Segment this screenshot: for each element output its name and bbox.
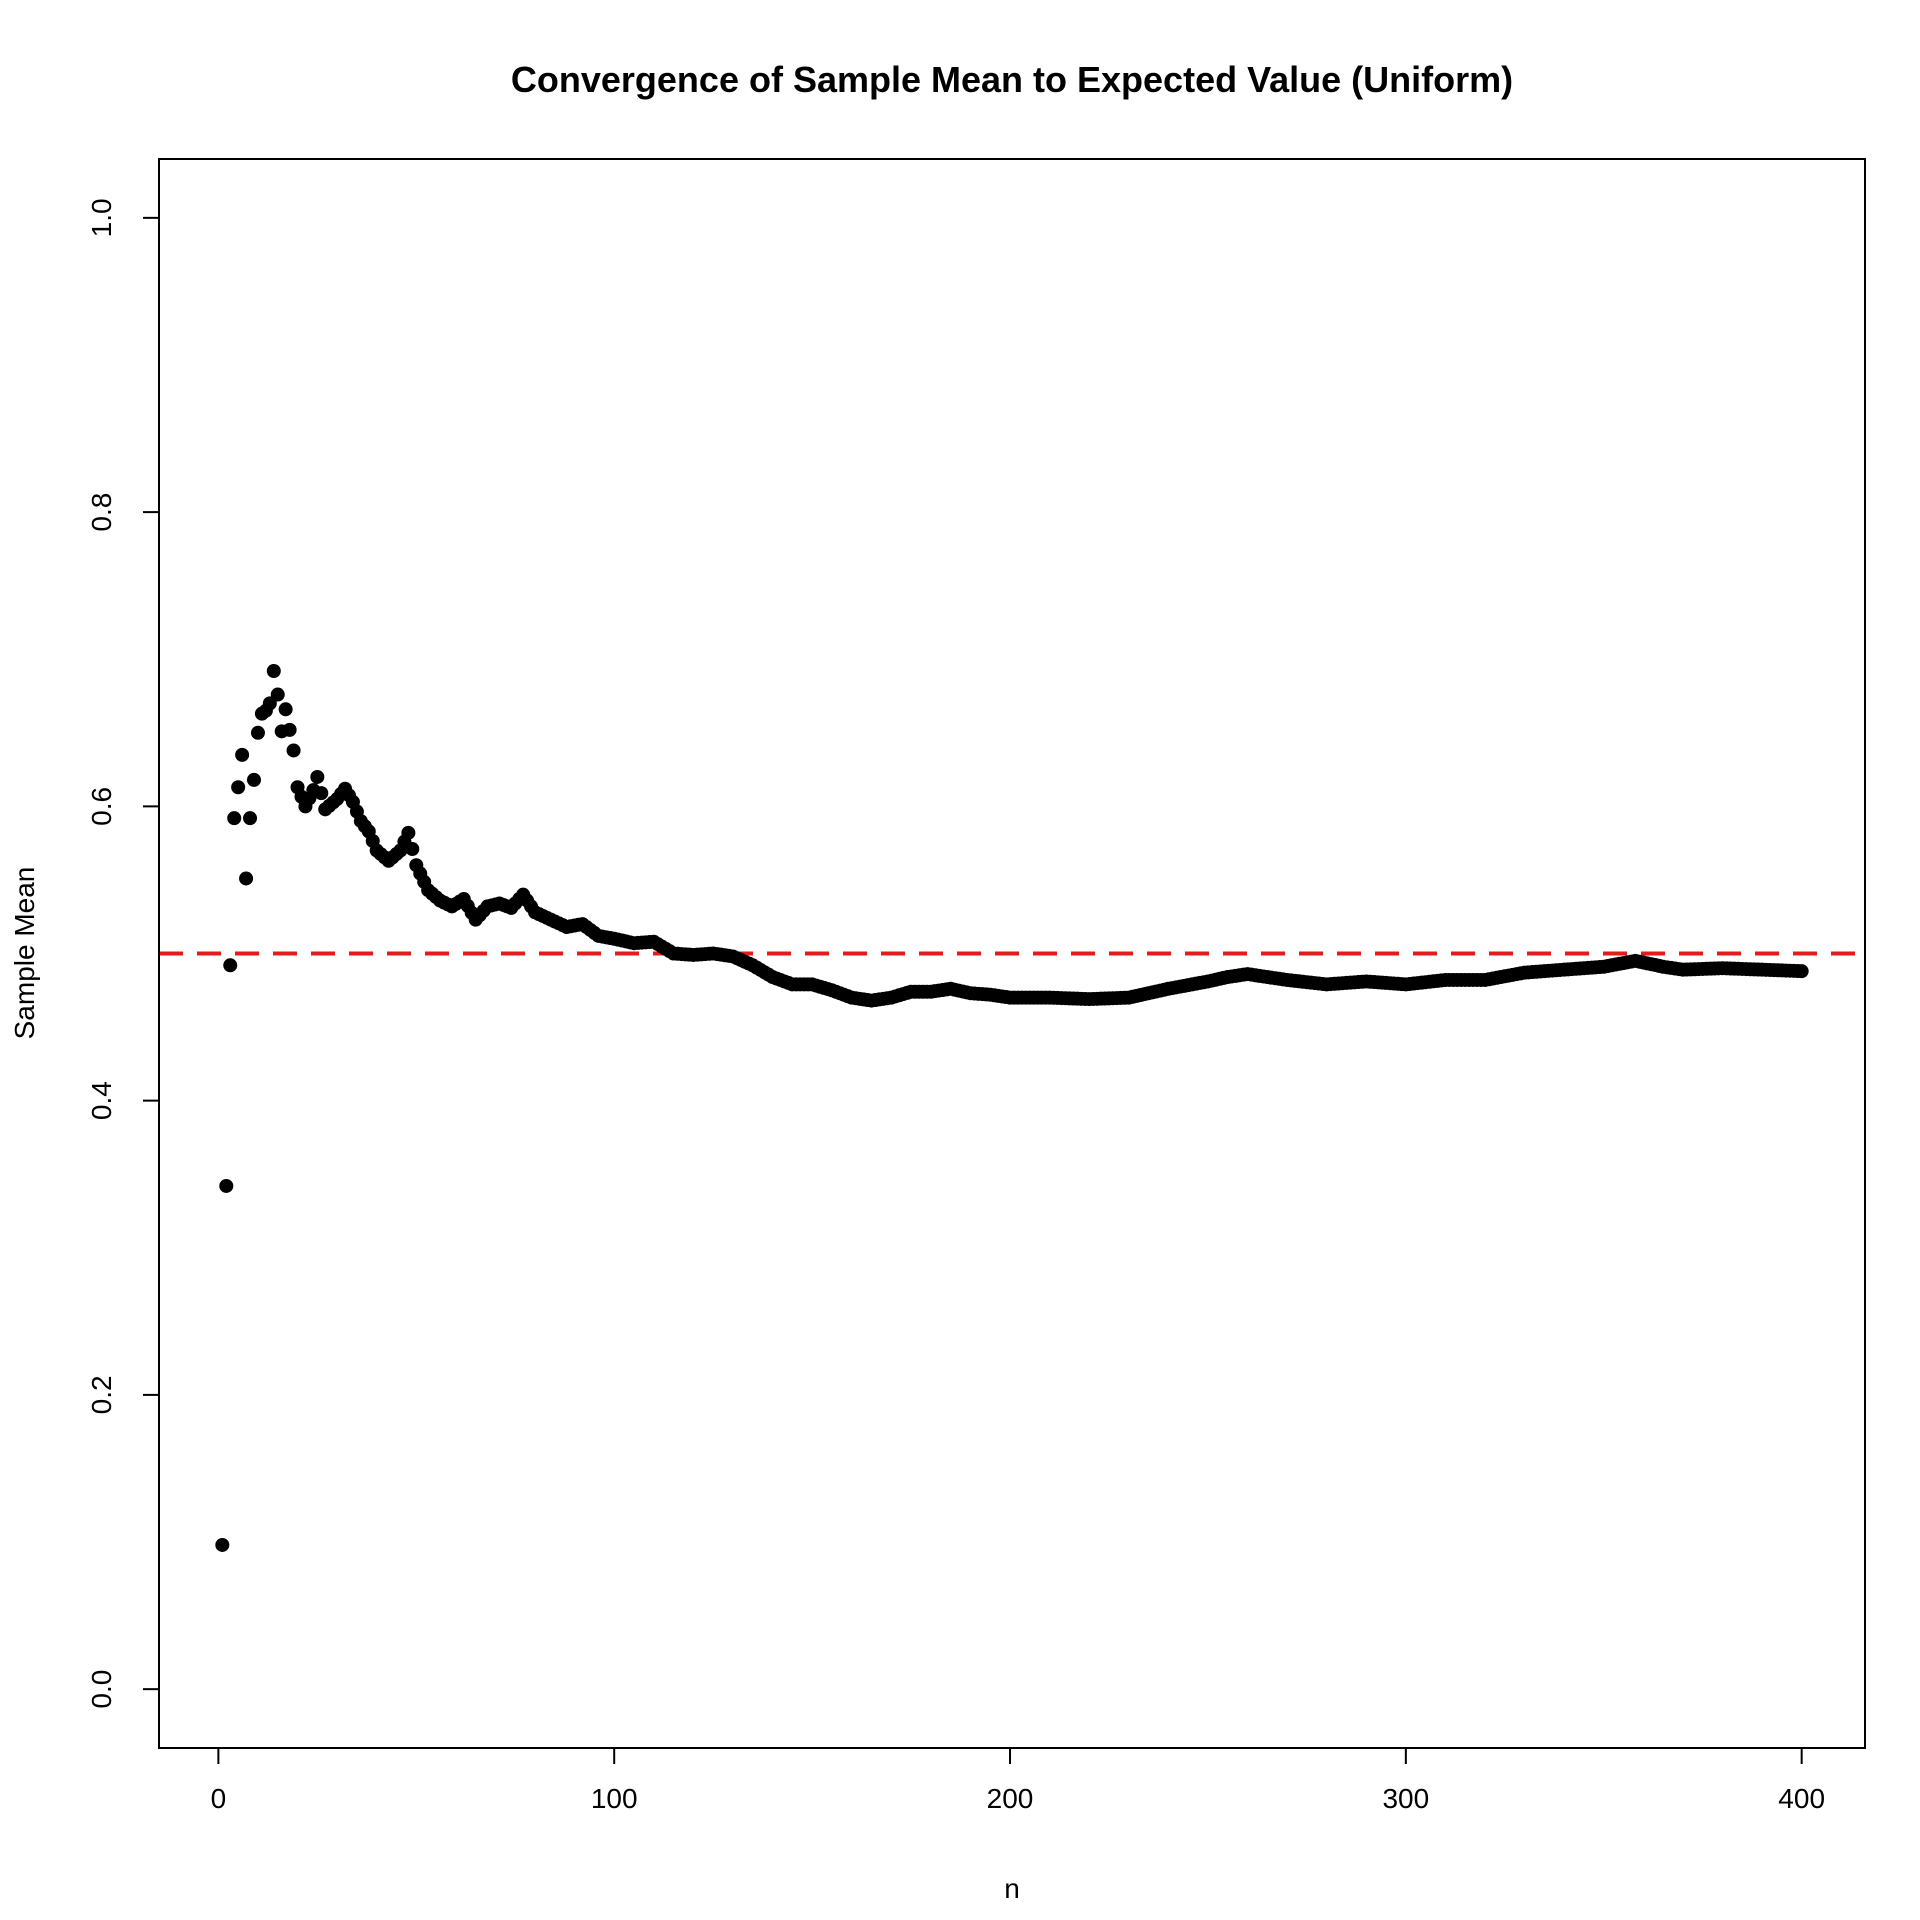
x-axis: 0 100 200 300 400 (211, 1747, 1825, 1814)
data-point (401, 825, 416, 840)
data-point (314, 786, 329, 801)
y-tick-label: 0.6 (86, 787, 117, 826)
data-point (235, 747, 250, 762)
data-point (278, 702, 293, 717)
data-point (282, 722, 297, 737)
data-point (223, 958, 238, 973)
x-tick-label: 100 (591, 1783, 638, 1814)
data-point (405, 842, 420, 857)
data-point (243, 811, 258, 826)
data-point (219, 1178, 234, 1193)
data-point (1794, 964, 1809, 979)
points-layer (215, 664, 1809, 1552)
chart-title: Convergence of Sample Mean to Expected V… (511, 59, 1513, 100)
data-point (239, 871, 254, 886)
x-tick-label: 0 (211, 1783, 227, 1814)
data-point (286, 743, 301, 758)
data-point (266, 664, 281, 679)
x-tick-label: 300 (1382, 1783, 1429, 1814)
y-tick-label: 1.0 (86, 198, 117, 237)
y-axis: 0.0 0.2 0.4 0.6 0.8 1.0 (86, 198, 160, 1709)
y-tick-label: 0.0 (86, 1670, 117, 1709)
x-tick-label: 200 (987, 1783, 1034, 1814)
y-tick-label: 0.4 (86, 1081, 117, 1120)
data-point (310, 769, 325, 784)
y-tick-label: 0.8 (86, 493, 117, 532)
data-point (270, 687, 285, 702)
data-point (246, 772, 261, 787)
data-point (215, 1537, 230, 1552)
x-tick-label: 400 (1778, 1783, 1825, 1814)
data-point (231, 780, 246, 795)
y-axis-label: Sample Mean (9, 867, 40, 1040)
data-point (250, 725, 265, 740)
y-tick-label: 0.2 (86, 1375, 117, 1414)
x-axis-label: n (1004, 1873, 1020, 1904)
data-point (227, 811, 242, 826)
